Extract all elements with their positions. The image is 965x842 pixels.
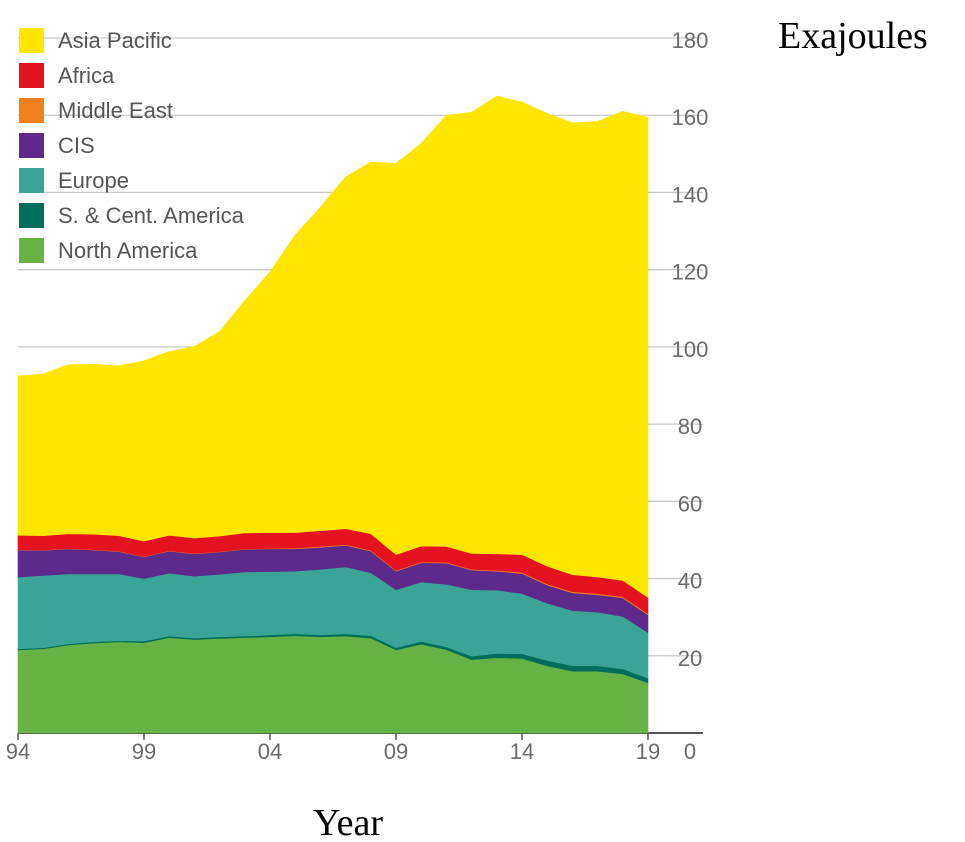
legend-swatch-europe [19, 168, 44, 193]
x-tick-label-94: 94 [6, 739, 30, 764]
y-tick-label-100: 100 [672, 337, 709, 362]
legend-swatch-asia-pacific [19, 28, 44, 53]
legend: Asia Pacific Africa Middle East CIS Europe S.… [19, 28, 245, 263]
y-tick-label-0: 0 [684, 739, 696, 764]
y-tick-label-120: 120 [672, 260, 709, 285]
y-axis-title: Exajoules [778, 15, 928, 57]
legend-swatch-africa [19, 63, 44, 88]
x-tick-label-99: 99 [132, 739, 156, 764]
legend-label-europe: Europe [58, 168, 129, 193]
x-tick-label-14: 14 [510, 739, 534, 764]
y-tick-label-20: 20 [678, 646, 702, 671]
y-tick-label-140: 140 [672, 182, 709, 207]
x-tick-label-04: 04 [258, 739, 282, 764]
legend-label-s-cent-america: S. & Cent. America [58, 203, 245, 228]
y-tick-label-40: 40 [678, 569, 702, 594]
legend-swatch-middle-east [19, 98, 44, 123]
legend-swatch-north-america [19, 238, 44, 263]
legend-label-cis: CIS [58, 133, 95, 158]
legend-label-africa: Africa [58, 63, 115, 88]
x-axis-ticks: 94 99 04 09 14 19 [6, 733, 660, 764]
legend-label-asia-pacific: Asia Pacific [58, 28, 172, 53]
legend-swatch-cis [19, 133, 44, 158]
y-tick-label-80: 80 [678, 414, 702, 439]
legend-label-middle-east: Middle East [58, 98, 173, 123]
y-tick-label-160: 160 [672, 105, 709, 130]
y-axis-ticks: 0 20 40 60 80 100 120 140 160 180 [672, 28, 709, 764]
x-axis-title: Year [313, 802, 383, 842]
legend-swatch-s-cent-america [19, 203, 44, 228]
area-asia-pacific [17, 95, 649, 599]
x-tick-label-19: 19 [636, 739, 660, 764]
x-tick-label-09: 09 [384, 739, 408, 764]
area-series [17, 95, 649, 734]
y-tick-label-180: 180 [672, 28, 709, 53]
y-tick-label-60: 60 [678, 491, 702, 516]
legend-label-north-america: North America [58, 238, 198, 263]
